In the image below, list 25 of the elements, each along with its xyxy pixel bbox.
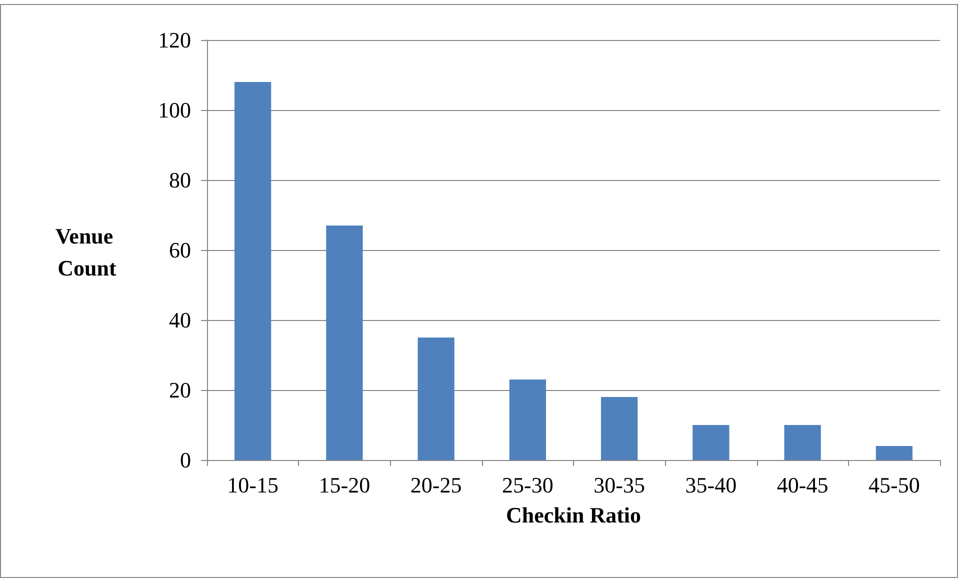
bar [692, 425, 730, 460]
x-tick-label: 35-40 [685, 472, 737, 498]
bar [326, 226, 363, 460]
y-axis-title: Venue Count [55, 224, 119, 280]
y-tick-label: 60 [169, 238, 191, 262]
x-tick-label: 20-25 [410, 472, 462, 498]
x-tick-label: 30-35 [594, 472, 645, 498]
x-tick-label: 45-50 [868, 472, 920, 498]
x-axis-title: Checkin Ratio [506, 502, 642, 528]
bar [876, 446, 913, 460]
bar [600, 397, 638, 460]
y-tick-label: 20 [169, 378, 191, 402]
y-tick-label: 40 [169, 308, 191, 332]
bar [784, 425, 821, 460]
x-tick-label: 25-30 [502, 472, 554, 498]
y-tick-label: 100 [158, 98, 191, 122]
bar [418, 338, 454, 460]
x-tick-label: 15-20 [318, 472, 370, 498]
x-tick-label: 10-15 [227, 472, 278, 498]
y-tick-label: 80 [169, 168, 191, 192]
bar [234, 82, 272, 460]
bar [509, 380, 546, 460]
y-tick-label: 120 [158, 28, 191, 52]
y-tick-label: 0 [180, 448, 191, 472]
x-tick-label: 40-45 [776, 472, 828, 498]
